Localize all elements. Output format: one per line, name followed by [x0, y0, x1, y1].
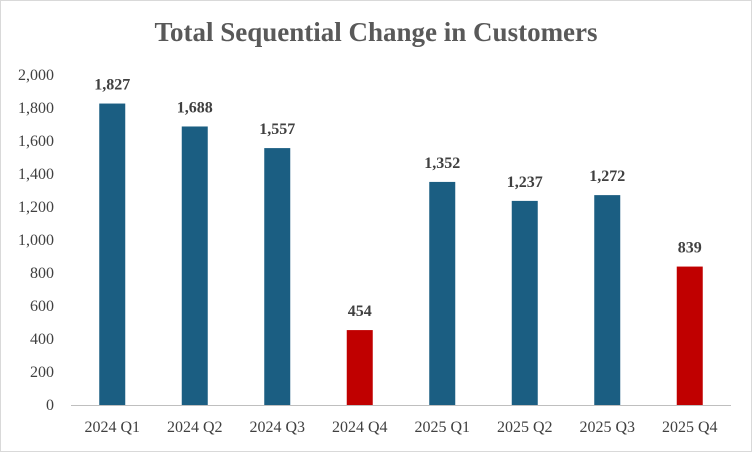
- data-label: 839: [678, 240, 702, 257]
- chart-title: Total Sequential Change in Customers: [154, 17, 597, 47]
- bar: [346, 330, 373, 405]
- y-tick-label: 1,800: [18, 100, 54, 117]
- bar: [181, 126, 208, 405]
- x-tick-label: 2024 Q3: [249, 419, 305, 436]
- x-tick-label: 2025 Q2: [497, 419, 553, 436]
- x-tick-label: 2025 Q1: [414, 419, 470, 436]
- bar: [676, 266, 703, 405]
- y-tick-label: 800: [30, 265, 54, 282]
- y-tick-label: 200: [30, 364, 54, 381]
- data-label: 1,272: [589, 168, 625, 185]
- y-tick-label: 2,000: [18, 67, 54, 84]
- data-labels: 1,827 1,688 1,557 454 1,352 1,237 1,272 839: [94, 77, 702, 321]
- bar: [511, 200, 538, 405]
- x-tick-label: 2024 Q1: [84, 419, 140, 436]
- data-label: 454: [348, 303, 372, 320]
- x-tick-label: 2024 Q2: [167, 419, 223, 436]
- y-tick-label: 1,200: [18, 199, 54, 216]
- bar: [429, 181, 456, 405]
- data-label: 1,827: [94, 77, 130, 94]
- data-label: 1,557: [259, 121, 295, 138]
- data-label: 1,237: [507, 174, 543, 191]
- x-tick-label: 2025 Q4: [662, 419, 718, 436]
- y-tick-label: 1,600: [18, 133, 54, 150]
- y-axis-labels: 0 200 400 600 800 1,000 1,200 1,400 1,600 1,800 2,…: [18, 67, 54, 414]
- y-tick-label: 1,000: [18, 232, 54, 249]
- data-label: 1,352: [424, 155, 460, 172]
- x-tick-label: 2025 Q3: [579, 419, 635, 436]
- x-tick-label: 2024 Q4: [332, 419, 388, 436]
- y-tick-label: 600: [30, 298, 54, 315]
- y-tick-label: 0: [46, 397, 54, 414]
- bar: [99, 103, 126, 406]
- bar: [594, 195, 621, 405]
- bar: [264, 148, 291, 405]
- data-label: 1,688: [177, 99, 213, 116]
- bars: [99, 103, 703, 406]
- x-axis-labels: 2024 Q1 2024 Q2 2024 Q3 2024 Q4 2025 Q1 2025 …: [84, 419, 717, 436]
- y-tick-label: 1,400: [18, 166, 54, 183]
- y-tick-label: 400: [30, 331, 54, 348]
